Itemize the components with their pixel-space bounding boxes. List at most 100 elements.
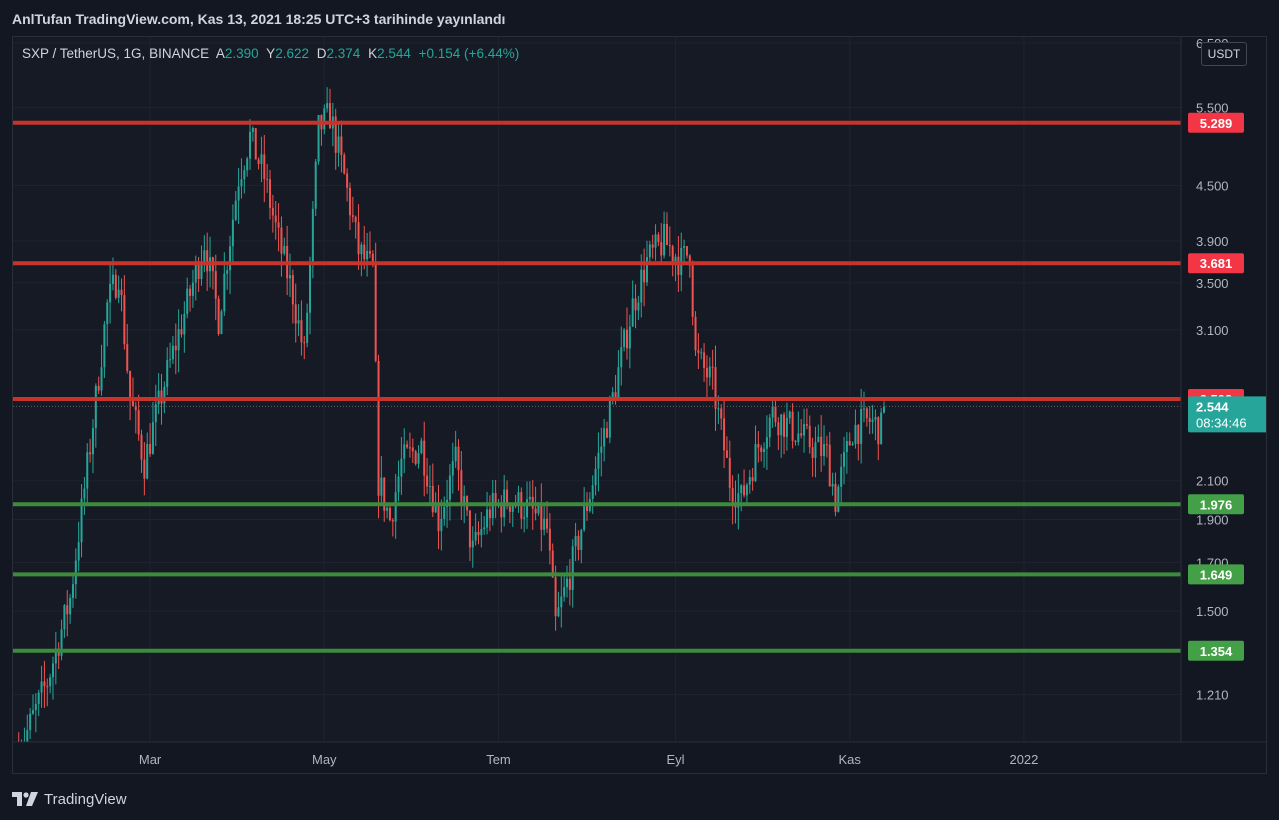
candle-body (243, 170, 246, 180)
candle-body (46, 686, 49, 688)
candle-body (66, 605, 69, 615)
candle-body (774, 406, 777, 423)
candle-body (366, 250, 369, 260)
support-price-text: 1.354 (1200, 644, 1233, 659)
candle-body (591, 485, 594, 499)
candle-body (817, 436, 820, 443)
candle-body (354, 216, 357, 223)
candle-body (240, 179, 243, 187)
candle-body (563, 587, 566, 597)
candle-body (714, 367, 717, 409)
candle-body (534, 508, 537, 514)
resistance-price-text: 3.681 (1200, 256, 1233, 271)
candle-body (720, 408, 723, 419)
price-tick-label: 1.900 (1196, 513, 1229, 528)
candle-body (648, 244, 651, 258)
candle-body (129, 370, 132, 399)
candle-body (197, 263, 200, 280)
candle-body (386, 507, 389, 511)
candle-body (274, 215, 277, 223)
candle-body (765, 437, 768, 449)
candle-body (306, 312, 309, 343)
candle-body (517, 492, 520, 506)
candle-body (557, 607, 560, 617)
candle-body (177, 329, 180, 351)
candle-body (380, 477, 383, 496)
candlestick-chart[interactable]: 1.2101.5001.7001.9002.1003.1003.5003.900… (13, 37, 1266, 773)
candle-body (448, 475, 451, 500)
candle-body (728, 457, 731, 488)
candle-body (203, 250, 206, 262)
last-price-label (1188, 396, 1266, 433)
support-price-text: 1.649 (1200, 567, 1233, 582)
candle-body (368, 250, 371, 254)
price-tick-label: 1.500 (1196, 604, 1229, 619)
candle-body (200, 261, 203, 280)
currency-selector[interactable]: USDT (1201, 42, 1247, 66)
legend-symbol: SXP / TetherUS, 1G, BINANCE (22, 46, 210, 61)
candle-body (660, 242, 663, 256)
candle-body (768, 417, 771, 438)
candle-body (451, 461, 454, 476)
candle-body (103, 324, 106, 368)
candle-body (94, 385, 97, 429)
candle-body (91, 428, 94, 455)
candle-body (486, 509, 489, 528)
candle-body (317, 114, 320, 162)
candle-body (694, 316, 697, 351)
candle-body (89, 452, 92, 455)
candle-body (691, 265, 694, 317)
candle-body (457, 446, 460, 471)
candle-body (745, 484, 748, 496)
candle-body (608, 398, 611, 438)
candle-body (60, 629, 63, 656)
candle-body (143, 459, 146, 479)
candle-body (837, 486, 840, 512)
chart-pane[interactable]: 1.210 1.500 1.700 1.900 2.100 3.100 3.500 3.900… (12, 36, 1267, 774)
candle-body (785, 418, 788, 437)
candle-body (723, 418, 726, 451)
candle-body (311, 208, 314, 263)
legend-change: +0.154 (+6.44%) (418, 46, 520, 61)
candle-body (651, 244, 654, 248)
resistance-price-label (1188, 253, 1244, 274)
candle-body (377, 360, 380, 496)
candle-body (548, 528, 551, 551)
candle-body (554, 577, 557, 617)
symbol-legend: SXP / TetherUS, 1G, BINANCE A2.390 Y2.62… (22, 46, 519, 61)
candle-body (406, 444, 409, 448)
candle-body (480, 529, 483, 536)
candle-body (194, 263, 197, 283)
candle-body (805, 424, 808, 426)
candle-body (169, 359, 172, 361)
legend-low-label: D (316, 46, 327, 61)
candle-body (754, 444, 757, 481)
candle-body (868, 418, 871, 422)
time-tick-label: 2022 (1009, 752, 1038, 767)
time-tick-label: May (312, 752, 337, 767)
candle-body (628, 326, 631, 349)
candle-body (823, 444, 826, 457)
candle-body (294, 304, 297, 324)
candle-body (623, 329, 626, 348)
candle-body (731, 487, 734, 503)
candle-body (703, 352, 706, 368)
candle-body (506, 489, 509, 507)
candle-body (717, 408, 720, 410)
candle-body (883, 406, 886, 413)
candle-body (677, 256, 680, 275)
candle-body (840, 466, 843, 487)
candle-body (391, 520, 394, 522)
candle-body (443, 506, 446, 519)
candle-body (617, 367, 620, 398)
candle-body (54, 648, 57, 664)
last-price-text: 2.544 (1196, 399, 1229, 414)
candle-body (688, 255, 691, 266)
candle-body (346, 173, 349, 188)
tradingview-branding[interactable]: TradingView (12, 788, 127, 810)
candle-body (645, 257, 648, 283)
candle-body (671, 246, 674, 262)
candle-body (423, 440, 426, 476)
candle-body (560, 596, 563, 608)
candle-body (803, 424, 806, 436)
